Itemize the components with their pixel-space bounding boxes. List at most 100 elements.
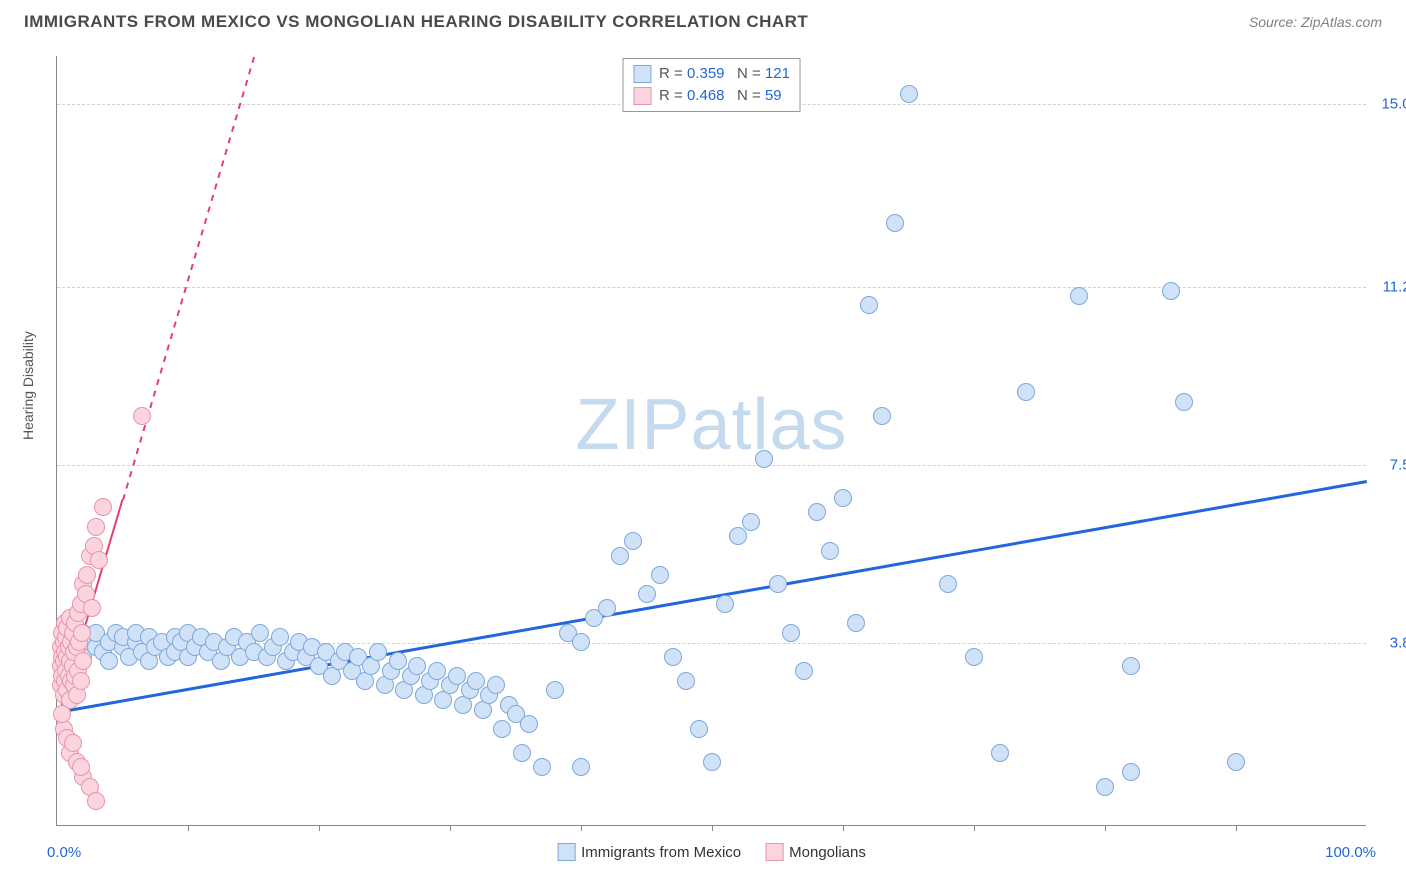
x-tick [450,825,451,831]
data-point [834,489,852,507]
legend-swatch [557,843,575,861]
legend-stat-text: R = 0.359 N = 121 [659,63,790,85]
data-point [487,676,505,694]
data-point [1227,753,1245,771]
data-point [133,407,151,425]
legend-stat-text: R = 0.468 N = 59 [659,85,782,107]
y-tick-label: 3.8% [1390,635,1406,652]
legend-swatch [765,843,783,861]
data-point [428,662,446,680]
data-point [408,657,426,675]
data-point [873,407,891,425]
x-tick-label: 100.0% [1325,844,1376,861]
data-point [74,652,92,670]
y-axis-label: Hearing Disability [20,331,36,440]
gridline [57,465,1366,466]
data-point [742,513,760,531]
data-point [821,542,839,560]
scatter-chart: ZIPatlas 3.8%7.5%11.2%15.0%0.0%100.0%R =… [56,56,1366,826]
data-point [1122,763,1140,781]
data-point [939,575,957,593]
x-tick [1236,825,1237,831]
data-point [87,792,105,810]
watermark: ZIPatlas [575,384,847,466]
data-point [755,450,773,468]
regression-line [57,480,1368,714]
data-point [467,672,485,690]
x-tick [843,825,844,831]
data-point [965,648,983,666]
data-point [64,734,82,752]
data-point [87,518,105,536]
x-tick [974,825,975,831]
data-point [729,527,747,545]
y-tick-label: 11.2% [1383,279,1406,296]
data-point [651,566,669,584]
x-tick [1105,825,1106,831]
data-point [598,599,616,617]
data-point [493,720,511,738]
source-attribution: Source: ZipAtlas.com [1249,14,1382,30]
data-point [572,633,590,651]
data-point [638,585,656,603]
x-tick-label: 0.0% [47,844,81,861]
legend-row: R = 0.468 N = 59 [633,85,790,107]
chart-title: IMMIGRANTS FROM MEXICO VS MONGOLIAN HEAR… [24,12,808,32]
watermark-bold: ZIP [575,385,690,465]
data-point [624,532,642,550]
data-point [1070,287,1088,305]
data-point [546,681,564,699]
legend-series: Immigrants from Mexico Mongolians [557,843,866,861]
data-point [100,652,118,670]
source-prefix: Source: [1249,14,1301,30]
data-point [782,624,800,642]
data-point [808,503,826,521]
legend-row: R = 0.359 N = 121 [633,63,790,85]
data-point [860,296,878,314]
data-point [73,624,91,642]
data-point [90,551,108,569]
data-point [795,662,813,680]
data-point [572,758,590,776]
legend-stats: R = 0.359 N = 121R = 0.468 N = 59 [622,58,801,112]
data-point [716,595,734,613]
data-point [677,672,695,690]
data-point [72,758,90,776]
data-point [53,705,71,723]
data-point [271,628,289,646]
legend-swatch [633,87,651,105]
data-point [389,652,407,670]
data-point [94,498,112,516]
data-point [664,648,682,666]
x-tick [712,825,713,831]
data-point [886,214,904,232]
data-point [769,575,787,593]
data-point [847,614,865,632]
legend-swatch [633,65,651,83]
data-point [533,758,551,776]
data-point [1017,383,1035,401]
data-point [611,547,629,565]
data-point [900,85,918,103]
data-point [991,744,1009,762]
data-point [1122,657,1140,675]
data-point [369,643,387,661]
data-point [690,720,708,738]
data-point [72,672,90,690]
legend-item: Mongolians [765,843,866,861]
data-point [83,599,101,617]
y-tick-label: 15.0% [1381,96,1406,113]
y-tick-label: 7.5% [1390,457,1406,474]
x-tick [188,825,189,831]
data-point [1162,282,1180,300]
legend-label: Immigrants from Mexico [581,844,741,861]
legend-label: Mongolians [789,844,866,861]
data-point [1096,778,1114,796]
data-point [513,744,531,762]
legend-item: Immigrants from Mexico [557,843,741,861]
data-point [1175,393,1193,411]
header: IMMIGRANTS FROM MEXICO VS MONGOLIAN HEAR… [0,0,1406,40]
regression-line [122,57,255,500]
x-tick [581,825,582,831]
data-point [78,566,96,584]
